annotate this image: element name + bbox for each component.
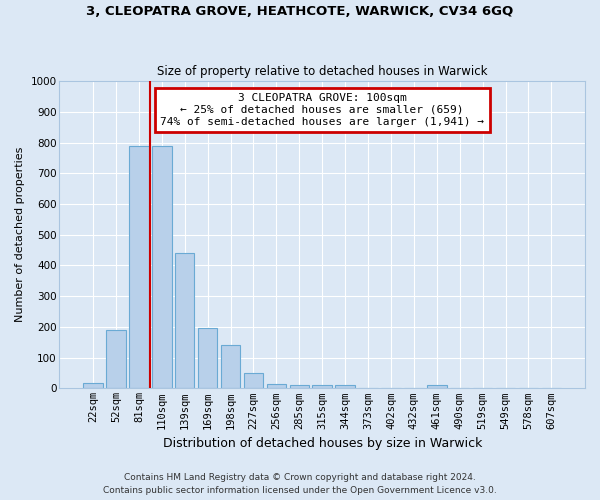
Bar bbox=[221, 346, 241, 389]
Bar bbox=[198, 328, 217, 388]
Text: Contains HM Land Registry data © Crown copyright and database right 2024.
Contai: Contains HM Land Registry data © Crown c… bbox=[103, 474, 497, 495]
Bar bbox=[427, 386, 446, 388]
Bar bbox=[313, 386, 332, 388]
Bar bbox=[266, 384, 286, 388]
Bar bbox=[335, 386, 355, 388]
Y-axis label: Number of detached properties: Number of detached properties bbox=[15, 147, 25, 322]
Text: 3 CLEOPATRA GROVE: 100sqm
← 25% of detached houses are smaller (659)
74% of semi: 3 CLEOPATRA GROVE: 100sqm ← 25% of detac… bbox=[160, 94, 484, 126]
Bar bbox=[244, 373, 263, 388]
Bar bbox=[290, 384, 309, 388]
Bar bbox=[83, 383, 103, 388]
Bar bbox=[129, 146, 149, 388]
Text: 3, CLEOPATRA GROVE, HEATHCOTE, WARWICK, CV34 6GQ: 3, CLEOPATRA GROVE, HEATHCOTE, WARWICK, … bbox=[86, 5, 514, 18]
X-axis label: Distribution of detached houses by size in Warwick: Distribution of detached houses by size … bbox=[163, 437, 482, 450]
Bar bbox=[152, 146, 172, 388]
Title: Size of property relative to detached houses in Warwick: Size of property relative to detached ho… bbox=[157, 66, 487, 78]
Bar bbox=[106, 330, 126, 388]
Bar bbox=[175, 253, 194, 388]
